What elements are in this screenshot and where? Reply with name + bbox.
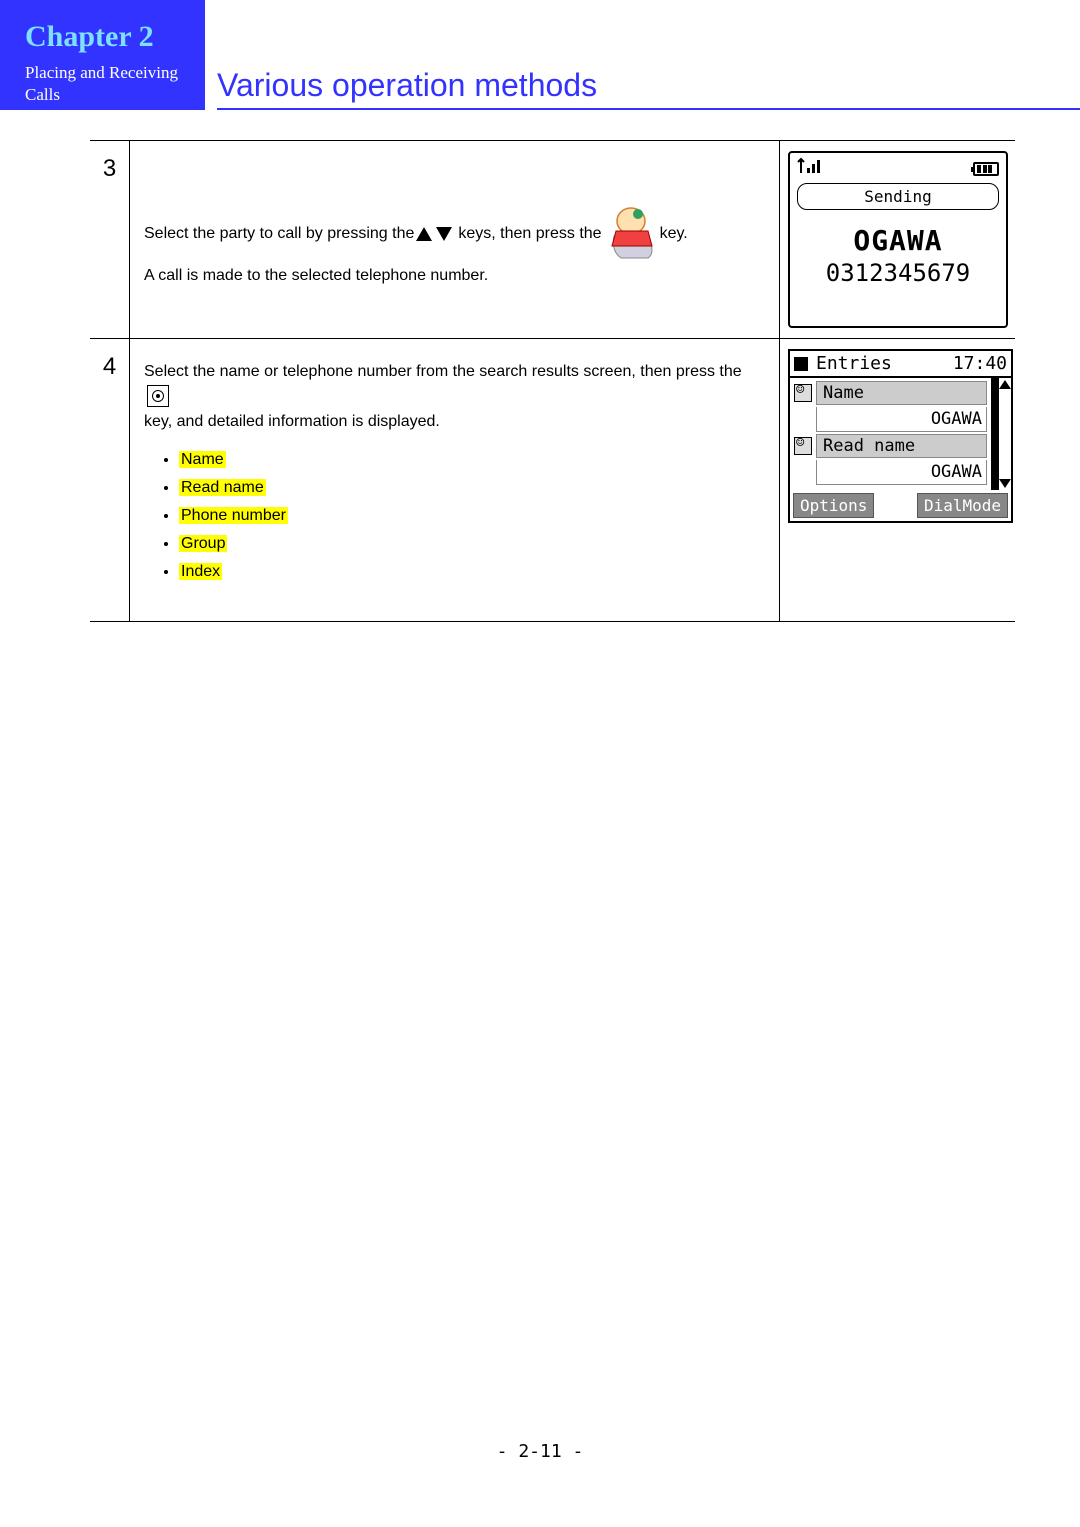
text-segment: Select the name or telephone number from… — [144, 359, 742, 385]
detail-row: Name — [794, 381, 987, 405]
detail-fields-list: Name Read name Phone number Group Index — [144, 451, 765, 581]
up-arrow-icon — [416, 227, 432, 241]
text-segment: key. — [660, 221, 688, 247]
step-4-text: Select the name or telephone number from… — [144, 359, 765, 407]
field-label: Name — [816, 381, 987, 405]
step-4-row: 4 Select the name or telephone number fr… — [90, 338, 1015, 622]
field-label: Index — [179, 563, 222, 580]
scroll-down-icon — [999, 479, 1011, 488]
status-bar — [794, 157, 1002, 180]
step-3-row: 3 Select the party to call by pressing t… — [90, 140, 1015, 338]
step-4-line2: key, and detailed information is display… — [144, 413, 765, 431]
detail-row: Read name — [794, 434, 987, 458]
center-key-icon — [147, 385, 169, 407]
chapter-number: Chapter 2 — [25, 20, 193, 54]
list-item: Index — [179, 563, 765, 581]
dialmode-button[interactable]: DialMode — [917, 493, 1008, 518]
field-value: OGAWA — [816, 407, 987, 432]
down-arrow-icon — [436, 227, 452, 241]
header-square-icon — [794, 357, 808, 371]
person-icon — [794, 437, 812, 455]
page-header: Chapter 2 Placing and Receiving Calls Va… — [0, 0, 1080, 110]
page-title: Various operation methods — [217, 67, 1080, 108]
field-label: Phone number — [179, 507, 288, 524]
field-label: Group — [179, 535, 227, 552]
list-item: Group — [179, 535, 765, 553]
screen-header: Entries 17:40 — [788, 349, 1013, 378]
entry-details: Name OGAWA Read name OGAWA — [788, 378, 997, 490]
step-3-body: Select the party to call by pressing the… — [130, 141, 780, 338]
phone-display: Sending OGAWA 0312345679 — [788, 151, 1008, 328]
title-underline — [217, 108, 1080, 110]
chapter-box: Chapter 2 Placing and Receiving Calls — [0, 0, 205, 110]
step-3-line2: A call is made to the selected telephone… — [144, 267, 765, 285]
person-icon — [794, 384, 812, 402]
step-4-screen: Entries 17:40 Name OGAWA Read name — [780, 339, 1015, 621]
list-item: Phone number — [179, 507, 765, 525]
content-area: 3 Select the party to call by pressing t… — [0, 110, 1080, 622]
step-number: 3 — [90, 141, 130, 338]
field-value: OGAWA — [816, 460, 987, 485]
chapter-subtitle: Placing and Receiving Calls — [25, 62, 193, 106]
signal-icon — [797, 157, 827, 180]
title-box: Various operation methods — [205, 0, 1080, 110]
step-number: 4 — [90, 339, 130, 621]
scroll-indicator — [997, 378, 1013, 490]
caller-name: OGAWA — [794, 224, 1002, 257]
phone-display: Entries 17:40 Name OGAWA Read name — [788, 349, 1013, 523]
screen-time: 17:40 — [953, 353, 1007, 374]
battery-icon — [973, 162, 999, 176]
list-item: Read name — [179, 479, 765, 497]
screen-title: Entries — [816, 353, 953, 374]
field-label: Name — [179, 451, 226, 468]
page-number: - 2-11 - — [0, 1441, 1080, 1462]
scroll-up-icon — [999, 380, 1011, 389]
sending-label: Sending — [797, 183, 999, 210]
field-label: Read name — [179, 479, 266, 496]
text-segment: keys, then press the — [458, 221, 601, 247]
step-4-body: Select the name or telephone number from… — [130, 339, 780, 621]
list-item: Name — [179, 451, 765, 469]
softkey-bar: Options DialMode — [788, 490, 1013, 523]
step-3-screen: Sending OGAWA 0312345679 — [780, 141, 1015, 338]
text-segment: Select the party to call by pressing the — [144, 221, 414, 247]
call-key-icon — [606, 206, 656, 261]
options-button[interactable]: Options — [793, 493, 874, 518]
phone-number: 0312345679 — [794, 259, 1002, 287]
field-label: Read name — [816, 434, 987, 458]
step-3-text: Select the party to call by pressing the… — [144, 206, 765, 261]
